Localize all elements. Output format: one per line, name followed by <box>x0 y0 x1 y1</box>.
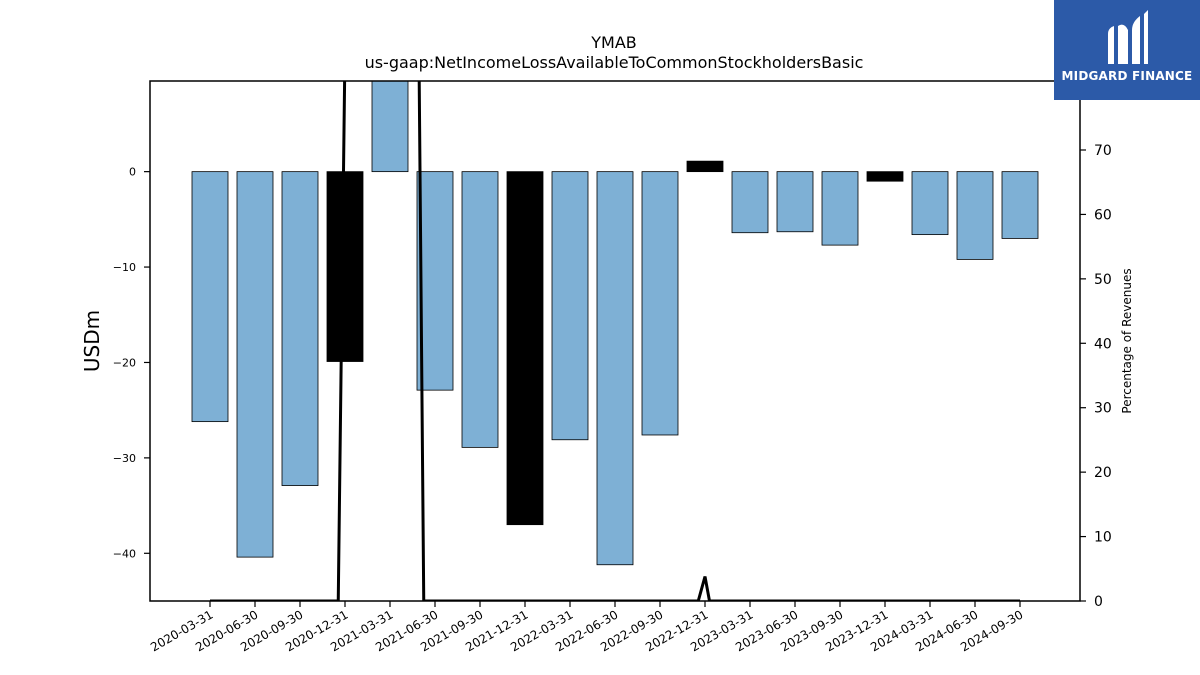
y-axis-label: USDm <box>80 310 104 372</box>
plot-frame <box>149 80 1081 602</box>
bar-2020-03-31 <box>191 171 229 423</box>
bar-2023-03-31 <box>731 171 769 234</box>
bar-2024-03-31 <box>911 171 949 236</box>
midgard-finance-logo: MIDGARD FINANCE <box>1054 0 1200 100</box>
y-ticks: 0 −10 −20 −30 −40 <box>113 166 150 560</box>
y2-tick-label: 70 <box>1094 143 1112 159</box>
y-tick-label: 0 <box>129 166 136 179</box>
chart-subtitle: us-gaap:NetIncomeLossAvailableToCommonSt… <box>365 53 864 72</box>
y2-tick-label: 30 <box>1094 401 1112 417</box>
bar-2023-09-30 <box>821 171 859 246</box>
bar-2020-12-31 <box>326 171 364 362</box>
bar-2024-09-30 <box>1001 171 1039 239</box>
bar-2022-06-30 <box>596 171 634 566</box>
x-ticks: 2020-03-312020-06-302020-09-302020-12-31… <box>148 601 1026 654</box>
y2-tick-label: 20 <box>1094 465 1112 481</box>
bar-2023-06-30 <box>776 171 814 233</box>
bar-2023-12-31 <box>866 171 904 182</box>
y2-tick-label: 10 <box>1094 530 1112 546</box>
y2-tick-label: 60 <box>1094 207 1112 223</box>
y-tick-label: −30 <box>113 452 136 465</box>
bar-2024-06-30 <box>956 171 994 260</box>
bar-2020-09-30 <box>281 171 319 486</box>
chart-title: YMAB <box>590 33 637 52</box>
bars-layer <box>191 81 1039 566</box>
y2-axis-label: Percentage of Revenues <box>1120 268 1134 413</box>
bar-2021-03-31 <box>371 81 409 173</box>
y-tick-label: −10 <box>113 261 136 274</box>
bar-2021-12-31 <box>506 171 544 526</box>
percentage-of-revenues-line <box>210 81 1020 601</box>
bar-2021-09-30 <box>461 171 499 448</box>
logo-mark-icon <box>1108 10 1148 65</box>
y-tick-label: −20 <box>113 356 136 369</box>
bar-2022-03-31 <box>551 171 589 441</box>
y-tick-label: −40 <box>113 547 136 560</box>
bar-2022-09-30 <box>641 171 679 436</box>
bar-2022-12-31 <box>686 160 724 173</box>
percentage-line-layer <box>210 81 1020 601</box>
logo-text: MIDGARD FINANCE <box>1061 69 1193 83</box>
bar-2020-06-30 <box>236 171 274 558</box>
y2-tick-label: 50 <box>1094 272 1112 288</box>
y2-ticks: 0 10 20 30 40 50 60 70 <box>1080 143 1112 610</box>
y2-tick-label: 40 <box>1094 336 1112 352</box>
y2-tick-label: 0 <box>1094 594 1103 610</box>
